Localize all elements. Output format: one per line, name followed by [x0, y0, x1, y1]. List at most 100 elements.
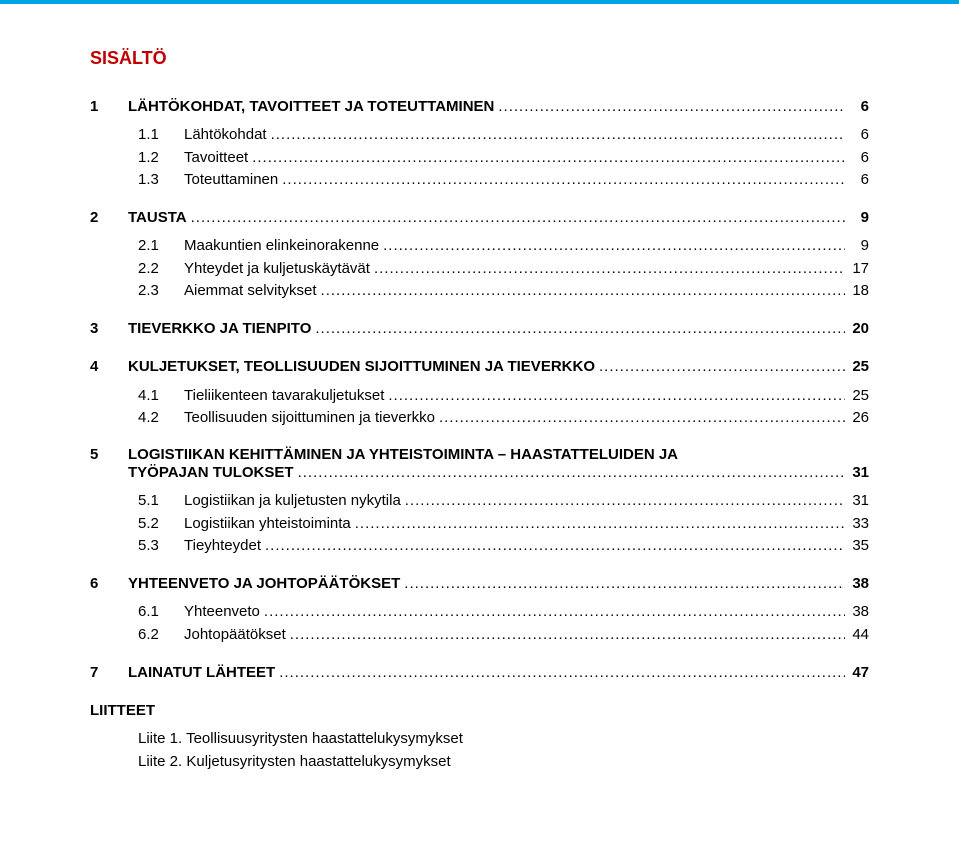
toc-leader — [275, 663, 845, 683]
toc-label-line1: LOGISTIIKAN KEHITTÄMINEN JA YHTEISTOIMIN… — [128, 446, 678, 463]
toc-liite-2: Liite 2. Kuljetusyritysten haastatteluky… — [90, 752, 869, 772]
toc-num: 4.1 — [138, 386, 184, 406]
toc-section-4: 4 KULJETUKSET, TEOLLISUUDEN SIJOITTUMINE… — [90, 357, 869, 377]
toc-leader — [187, 208, 845, 228]
toc-section-3: 3 TIEVERKKO JA TIENPITO 20 — [90, 319, 869, 339]
toc-label: KULJETUKSET, TEOLLISUUDEN SIJOITTUMINEN … — [128, 357, 595, 377]
toc-leader — [384, 386, 845, 406]
toc-page: 31 — [845, 463, 869, 483]
toc-page: 18 — [845, 281, 869, 301]
toc-page: 38 — [845, 574, 869, 594]
toc-label: LÄHTÖKOHDAT, TAVOITTEET JA TOTEUTTAMINEN — [128, 97, 494, 117]
toc-leader — [278, 170, 845, 190]
toc-section-2: 2 TAUSTA 9 — [90, 208, 869, 228]
toc-section-7: 7 LAINATUT LÄHTEET 47 — [90, 663, 869, 683]
toc-num: 2.1 — [138, 236, 184, 256]
toc-leader — [370, 259, 845, 279]
toc-num: 5.3 — [138, 536, 184, 556]
toc-page: 25 — [845, 357, 869, 377]
toc-sub-6-1: 6.1 Yhteenveto 38 — [90, 602, 869, 622]
toc-label: Yhteenveto — [184, 602, 260, 622]
toc-num: 6 — [90, 574, 128, 594]
toc-sub-5-2: 5.2 Logistiikan yhteistoiminta 33 — [90, 514, 869, 534]
toc-leader — [379, 236, 845, 256]
toc-leader — [294, 463, 845, 483]
toc-page: 31 — [845, 491, 869, 511]
toc-page: 38 — [845, 602, 869, 622]
toc-page: 6 — [845, 170, 869, 190]
toc-page: 44 — [845, 625, 869, 645]
page-title: SISÄLTÖ — [90, 48, 869, 69]
toc-leader — [494, 97, 845, 117]
toc-sub-2-1: 2.1 Maakuntien elinkeinorakenne 9 — [90, 236, 869, 256]
toc-num: 2.3 — [138, 281, 184, 301]
toc-num: 6.2 — [138, 625, 184, 645]
toc-label: Tieyhteydet — [184, 536, 261, 556]
toc-num: 6.1 — [138, 602, 184, 622]
toc-label: Yhteydet ja kuljetuskäytävät — [184, 259, 370, 279]
toc-label-line2: TYÖPAJAN TULOKSET — [128, 463, 294, 483]
toc-label: Toteuttaminen — [184, 170, 278, 190]
toc-leader — [286, 625, 845, 645]
toc-leader — [311, 319, 845, 339]
toc-num: 5.1 — [138, 491, 184, 511]
toc-section-1: 1 LÄHTÖKOHDAT, TAVOITTEET JA TOTEUTTAMIN… — [90, 97, 869, 117]
toc-num: 7 — [90, 663, 128, 683]
toc-num: 2 — [90, 208, 128, 228]
toc-sub-4-2: 4.2 Teollisuuden sijoittuminen ja tiever… — [90, 408, 869, 428]
toc-label: Tieliikenteen tavarakuljetukset — [184, 386, 384, 406]
toc-leader — [595, 357, 845, 377]
toc-label: Logistiikan ja kuljetusten nykytila — [184, 491, 401, 511]
toc-page: 6 — [845, 148, 869, 168]
toc-num: 4 — [90, 357, 128, 377]
toc-sub-6-2: 6.2 Johtopäätökset 44 — [90, 625, 869, 645]
toc-leader — [401, 491, 845, 511]
toc-sub-4-1: 4.1 Tieliikenteen tavarakuljetukset 25 — [90, 386, 869, 406]
toc-page: 33 — [845, 514, 869, 534]
toc-liite-1: Liite 1. Teollisuusyritysten haastattelu… — [90, 729, 869, 749]
toc-leader — [400, 574, 845, 594]
toc-sub-2-2: 2.2 Yhteydet ja kuljetuskäytävät 17 — [90, 259, 869, 279]
toc-label: TIEVERKKO JA TIENPITO — [128, 319, 311, 339]
toc-label: Maakuntien elinkeinorakenne — [184, 236, 379, 256]
toc-label: Johtopäätökset — [184, 625, 286, 645]
toc-num: 1.1 — [138, 125, 184, 145]
toc-sub-2-3: 2.3 Aiemmat selvitykset 18 — [90, 281, 869, 301]
toc-page: 9 — [845, 236, 869, 256]
toc-leader — [435, 408, 845, 428]
toc-page: 35 — [845, 536, 869, 556]
toc-num: 5.2 — [138, 514, 184, 534]
toc-leader — [248, 148, 845, 168]
toc-leader — [261, 536, 845, 556]
toc-page: 6 — [845, 125, 869, 145]
toc-num: 2.2 — [138, 259, 184, 279]
toc-num: 4.2 — [138, 408, 184, 428]
toc-sub-5-3: 5.3 Tieyhteydet 35 — [90, 536, 869, 556]
toc-num: 5 — [90, 446, 128, 463]
toc-leader — [351, 514, 845, 534]
toc-label: Teollisuuden sijoittuminen ja tieverkko — [184, 408, 435, 428]
toc-num: 1.2 — [138, 148, 184, 168]
toc-leader — [317, 281, 845, 301]
toc-label: Logistiikan yhteistoiminta — [184, 514, 351, 534]
toc-num: 3 — [90, 319, 128, 339]
toc-page: 6 — [845, 97, 869, 117]
toc-label: LAINATUT LÄHTEET — [128, 663, 275, 683]
toc-leader — [260, 602, 845, 622]
toc-page: 25 — [845, 386, 869, 406]
toc-sub-5-1: 5.1 Logistiikan ja kuljetusten nykytila … — [90, 491, 869, 511]
toc-page: 20 — [845, 319, 869, 339]
toc-liitteet-heading: LIITTEET — [90, 701, 869, 721]
toc-label: TAUSTA — [128, 208, 187, 228]
toc-sub-1-2: 1.2 Tavoitteet 6 — [90, 148, 869, 168]
toc-section-5: 5 LOGISTIIKAN KEHITTÄMINEN JA YHTEISTOIM… — [90, 446, 869, 483]
toc-num: 1.3 — [138, 170, 184, 190]
toc-label: Aiemmat selvitykset — [184, 281, 317, 301]
toc-sub-1-3: 1.3 Toteuttaminen 6 — [90, 170, 869, 190]
toc-label: Liite 2. Kuljetusyritysten haastatteluky… — [138, 752, 451, 772]
toc-section-6: 6 YHTEENVETO JA JOHTOPÄÄTÖKSET 38 — [90, 574, 869, 594]
toc-leader — [267, 125, 845, 145]
toc-label: Tavoitteet — [184, 148, 248, 168]
toc-sub-1-1: 1.1 Lähtökohdat 6 — [90, 125, 869, 145]
toc-page: 26 — [845, 408, 869, 428]
